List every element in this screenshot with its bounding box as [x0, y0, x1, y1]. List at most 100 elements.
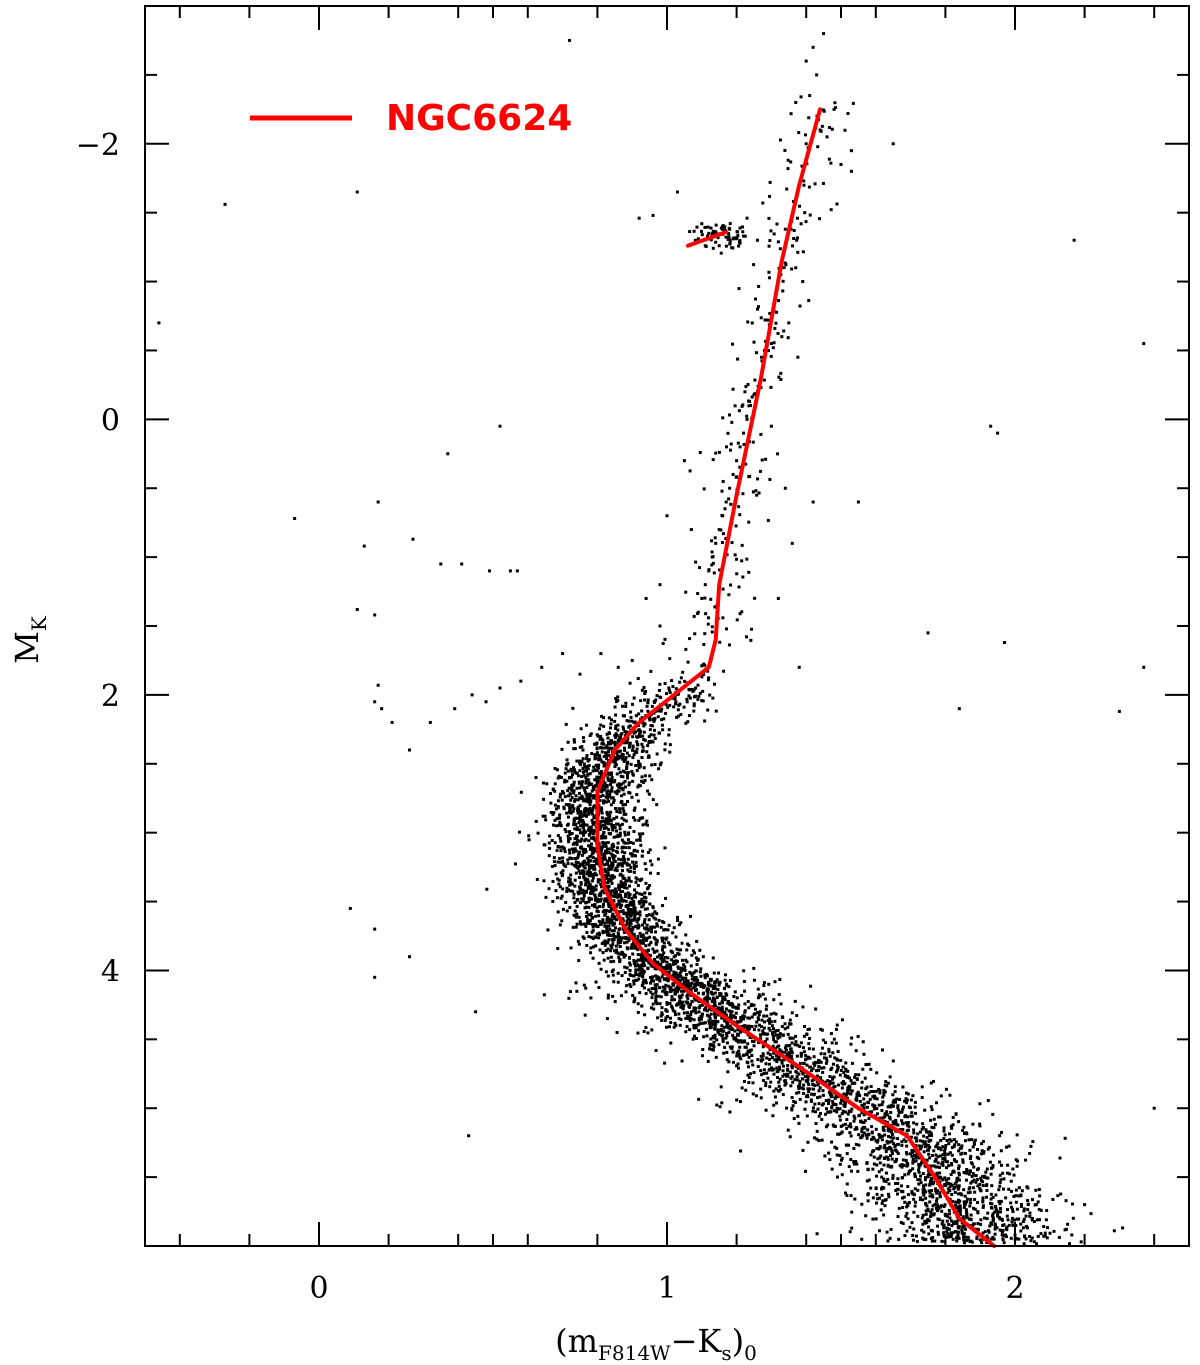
- scatter-point: [556, 845, 560, 849]
- scatter-point: [618, 827, 622, 831]
- scatter-point: [636, 799, 640, 803]
- scatter-point: [961, 1160, 965, 1164]
- scatter-point: [785, 1072, 789, 1076]
- scatter-point: [612, 817, 616, 821]
- scatter-point: [621, 917, 625, 921]
- scatter-point: [771, 1114, 775, 1118]
- scatter-point: [997, 1215, 1001, 1219]
- scatter-point: [606, 929, 610, 933]
- scatter-point: [612, 894, 616, 898]
- scatter-point: [631, 779, 635, 783]
- scatter-point: [632, 941, 636, 945]
- scatter-point: [672, 961, 676, 965]
- scatter-point: [712, 571, 716, 575]
- scatter-point: [936, 1232, 940, 1236]
- scatter-point: [614, 727, 618, 731]
- scatter-point: [701, 985, 705, 989]
- scatter-point: [846, 111, 850, 115]
- scatter-point: [621, 757, 625, 761]
- scatter-point: [642, 724, 646, 728]
- scatter-point: [557, 823, 561, 827]
- scatter-point: [692, 971, 696, 975]
- scatter-point: [710, 625, 714, 629]
- scatter-point: [738, 465, 742, 469]
- scatter-point: [615, 948, 619, 952]
- scatter-point: [773, 1030, 777, 1034]
- scatter-point: [661, 728, 665, 732]
- scatter-point: [568, 830, 572, 834]
- scatter-point: [811, 45, 815, 49]
- scatter-point: [638, 784, 642, 788]
- scatter-point: [797, 131, 801, 135]
- scatter-point: [597, 914, 601, 918]
- scatter-point: [945, 1213, 949, 1217]
- scatter-point: [674, 935, 678, 939]
- scatter-point: [623, 965, 627, 969]
- scatter-point: [587, 826, 591, 830]
- scatter-point: [611, 842, 615, 846]
- scatter-point: [576, 805, 580, 809]
- scatter-point: [380, 707, 384, 711]
- scatter-point: [1036, 1234, 1040, 1238]
- scatter-point: [833, 101, 837, 105]
- scatter-point: [587, 905, 591, 909]
- scatter-point: [792, 1117, 796, 1121]
- scatter-point: [761, 1031, 765, 1035]
- scatter-point: [964, 1171, 968, 1175]
- scatter-point: [644, 958, 648, 962]
- scatter-point: [599, 897, 603, 901]
- scatter-point: [961, 1215, 965, 1219]
- scatter-point: [587, 839, 591, 843]
- scatter-point: [622, 792, 626, 796]
- scatter-point: [775, 1057, 779, 1061]
- scatter-point: [767, 244, 771, 248]
- scatter-point: [622, 759, 626, 763]
- scatter-point: [645, 950, 649, 954]
- scatter-point: [989, 1237, 993, 1241]
- scatter-point: [703, 973, 707, 977]
- scatter-point: [752, 1044, 756, 1048]
- scatter-point: [610, 796, 614, 800]
- scatter-point: [567, 996, 571, 1000]
- scatter-point: [751, 1081, 755, 1085]
- scatter-point: [601, 856, 605, 860]
- scatter-point: [935, 1101, 939, 1105]
- scatter-point: [904, 1151, 908, 1155]
- scatter-point: [1028, 1211, 1032, 1215]
- scatter-point: [622, 861, 626, 865]
- scatter-point: [582, 799, 586, 803]
- scatter-point: [572, 789, 576, 793]
- scatter-point: [556, 799, 560, 803]
- scatter-point: [650, 863, 654, 867]
- scatter-point: [658, 624, 662, 628]
- scatter-point: [599, 836, 603, 840]
- scatter-point: [1031, 1140, 1035, 1144]
- scatter-point: [569, 798, 573, 802]
- scatter-point: [660, 975, 664, 979]
- scatter-point: [651, 213, 655, 217]
- scatter-point: [853, 1075, 857, 1079]
- scatter-point: [621, 874, 625, 878]
- scatter-point: [514, 862, 518, 866]
- scatter-point: [612, 899, 616, 903]
- scatter-point: [590, 891, 594, 895]
- scatter-point: [783, 1022, 787, 1026]
- scatter-point: [917, 1162, 921, 1166]
- scatter-point: [762, 984, 766, 988]
- scatter-point: [668, 657, 672, 661]
- scatter-point: [593, 753, 597, 757]
- scatter-point: [685, 948, 689, 952]
- scatter-point: [565, 886, 569, 890]
- scatter-point: [752, 1028, 756, 1032]
- scatter-point: [765, 1014, 769, 1018]
- scatter-point: [599, 773, 603, 777]
- scatter-point: [664, 1008, 668, 1012]
- scatter-point: [591, 879, 595, 883]
- scatter-point: [584, 813, 588, 817]
- scatter-point: [881, 1048, 885, 1052]
- scatter-point: [904, 1114, 908, 1118]
- scatter-point: [582, 874, 586, 878]
- scatter-point: [550, 838, 554, 842]
- scatter-point: [614, 890, 618, 894]
- scatter-point: [604, 941, 608, 945]
